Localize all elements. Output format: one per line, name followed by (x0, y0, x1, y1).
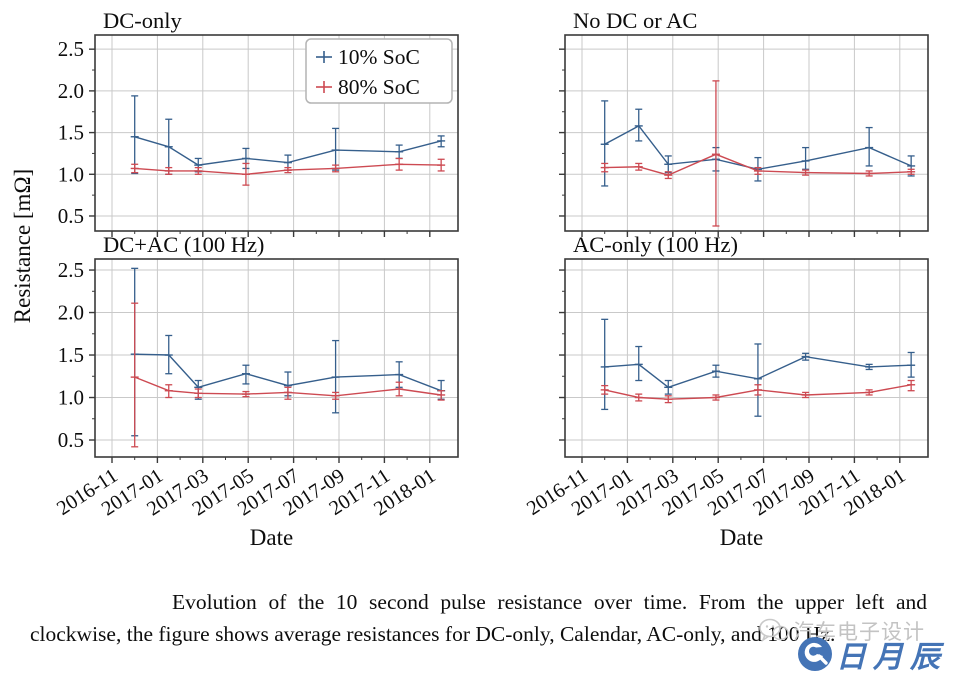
subplot-title: DC+AC (100 Hz) (103, 232, 264, 257)
legend-box (305, 38, 453, 104)
y-axis-title: Resistance [mΩ] (10, 169, 35, 323)
series-80pct-soc (600, 379, 916, 404)
x-axis-title: Date (250, 525, 293, 550)
figure-caption: Evolution of the 10 second pulse resista… (30, 589, 927, 646)
subplot-title: DC-only (103, 8, 183, 33)
series-10pct-soc (600, 318, 916, 417)
legend: 10% SoC 80% SoC (305, 38, 453, 104)
series-line (604, 125, 912, 171)
series-line (134, 376, 442, 397)
series-line (604, 153, 912, 176)
series-80pct-soc (130, 157, 446, 186)
legend-label: 10% SoC (338, 45, 420, 69)
subplot-title: AC-only (100 Hz) (573, 232, 738, 257)
series-line (134, 136, 442, 166)
legend-label: 80% SoC (338, 75, 420, 99)
y-tick-label: 1.0 (58, 162, 84, 186)
y-tick-label: 0.5 (58, 428, 84, 452)
y-tick-label: 2.5 (58, 37, 84, 61)
y-tick-label: 2.5 (58, 258, 84, 282)
y-tick-label: 0.5 (58, 204, 84, 228)
y-tick-label: 1.5 (58, 343, 84, 367)
series-80pct-soc (130, 302, 446, 448)
plot-border (564, 258, 929, 458)
subplot-bottom-right: 2016-112017-012017-032017-052017-072017-… (523, 232, 929, 550)
series-line (604, 384, 912, 400)
series-10pct-soc (130, 95, 446, 175)
series-80pct-soc (600, 80, 916, 227)
plot-border (94, 258, 459, 458)
series-line (604, 355, 912, 389)
y-tick-label: 1.5 (58, 121, 84, 145)
subplot-bottom-left: 2.52.01.51.00.52016-112017-012017-032017… (53, 232, 459, 550)
subplot-top-right: No DC or AC (559, 8, 929, 237)
y-tick-label: 2.0 (58, 79, 84, 103)
subplot-title: No DC or AC (573, 8, 697, 33)
series-line (134, 353, 442, 392)
y-tick-label: 1.0 (58, 386, 84, 410)
y-tick-label: 2.0 (58, 301, 84, 325)
resistance-evolution-figure: 2.5 2.0 1.5 1.0 0.5 DC-only No DC or AC 2.5 2.0 1… (10, 8, 929, 550)
series-line (134, 163, 442, 176)
series-10pct-soc (130, 267, 446, 437)
x-axis-title: Date (720, 525, 763, 550)
